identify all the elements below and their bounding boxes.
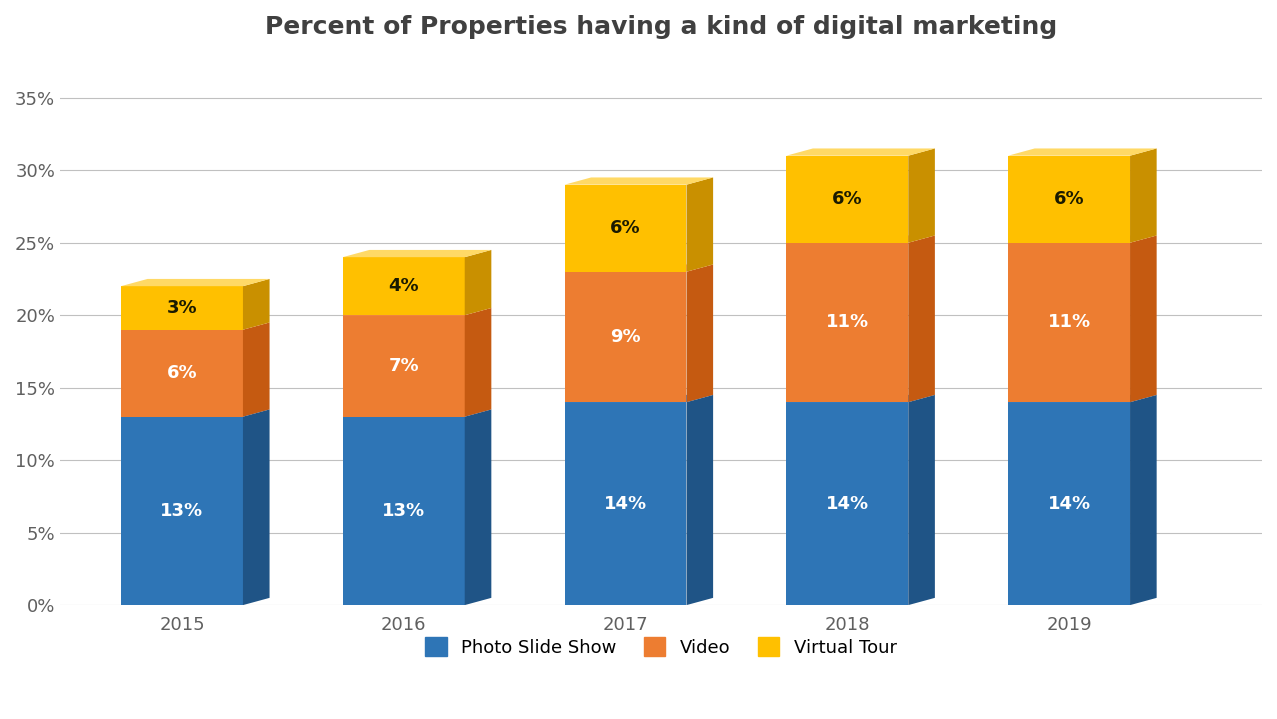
Text: 6%: 6% xyxy=(1054,191,1084,209)
Polygon shape xyxy=(342,250,492,257)
Bar xyxy=(121,416,243,605)
Polygon shape xyxy=(564,265,713,272)
Polygon shape xyxy=(687,395,713,605)
Text: 7%: 7% xyxy=(388,357,419,375)
Polygon shape xyxy=(243,409,269,605)
Text: 6%: 6% xyxy=(167,364,197,383)
Text: 9%: 9% xyxy=(610,328,641,346)
Polygon shape xyxy=(121,322,269,330)
Polygon shape xyxy=(342,409,492,416)
Title: Percent of Properties having a kind of digital marketing: Percent of Properties having a kind of d… xyxy=(264,15,1057,39)
Polygon shape xyxy=(908,395,935,605)
Bar xyxy=(787,243,908,402)
Polygon shape xyxy=(465,308,492,416)
Text: 14%: 14% xyxy=(1047,495,1091,513)
Text: 6%: 6% xyxy=(833,191,862,209)
Text: 13%: 13% xyxy=(382,502,425,520)
Text: 14%: 14% xyxy=(604,495,647,513)
Text: 4%: 4% xyxy=(388,278,419,296)
Bar xyxy=(342,315,465,416)
Polygon shape xyxy=(465,250,492,315)
Text: 6%: 6% xyxy=(610,219,641,237)
Polygon shape xyxy=(687,178,713,272)
Polygon shape xyxy=(1008,395,1157,402)
Legend: Photo Slide Show, Video, Virtual Tour: Photo Slide Show, Video, Virtual Tour xyxy=(416,628,905,666)
Polygon shape xyxy=(1008,148,1157,156)
Polygon shape xyxy=(465,409,492,605)
Text: 3%: 3% xyxy=(167,299,197,317)
Text: 11%: 11% xyxy=(826,313,868,331)
Text: 13%: 13% xyxy=(161,502,203,520)
Bar xyxy=(1008,156,1130,243)
Bar xyxy=(787,156,908,243)
Bar xyxy=(564,272,687,402)
Text: 11%: 11% xyxy=(1047,313,1091,331)
Bar xyxy=(1008,402,1130,605)
Text: 14%: 14% xyxy=(826,495,868,513)
Bar xyxy=(787,402,908,605)
Bar xyxy=(342,416,465,605)
Bar xyxy=(564,185,687,272)
Bar xyxy=(342,257,465,315)
Polygon shape xyxy=(1130,235,1157,402)
Polygon shape xyxy=(342,308,492,315)
Bar xyxy=(121,330,243,416)
Polygon shape xyxy=(564,395,713,402)
Polygon shape xyxy=(243,322,269,416)
Bar xyxy=(564,402,687,605)
Polygon shape xyxy=(121,409,269,416)
Polygon shape xyxy=(908,148,935,243)
Polygon shape xyxy=(243,279,269,330)
Polygon shape xyxy=(787,235,935,243)
Polygon shape xyxy=(1130,395,1157,605)
Polygon shape xyxy=(564,178,713,185)
Polygon shape xyxy=(787,148,935,156)
Polygon shape xyxy=(1130,148,1157,243)
Polygon shape xyxy=(687,265,713,402)
Polygon shape xyxy=(787,395,935,402)
Bar xyxy=(1008,243,1130,402)
Polygon shape xyxy=(1008,235,1157,243)
Bar xyxy=(121,286,243,330)
Polygon shape xyxy=(908,235,935,402)
Polygon shape xyxy=(121,279,269,286)
